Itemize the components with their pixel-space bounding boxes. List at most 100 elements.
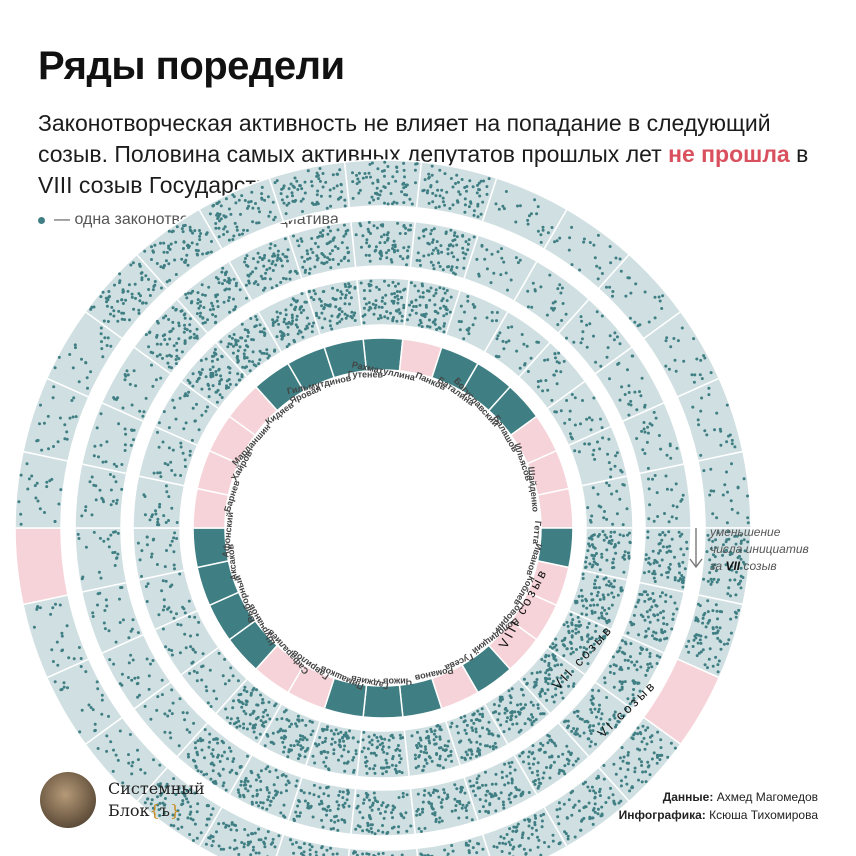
initiative-dot [167,446,171,450]
initiative-dot [432,738,436,742]
initiative-dot [495,311,499,314]
initiative-dot [261,698,265,701]
initiative-dot [57,502,61,506]
initiative-dot [603,510,606,513]
initiative-dot [626,666,630,670]
initiative-dot [495,319,498,323]
initiative-dot [200,387,204,391]
initiative-dot [605,696,609,699]
initiative-dot [272,796,275,800]
initiative-dot [183,323,186,327]
initiative-dot [172,536,176,540]
initiative-dot [447,754,450,758]
initiative-dot [583,442,587,446]
initiative-dot [605,481,609,485]
initiative-dot [280,337,284,341]
initiative-dot [536,835,539,839]
initiative-dot [592,789,596,793]
initiative-dot [49,612,53,616]
initiative-dot [478,194,482,198]
initiative-dot [584,597,588,601]
initiative-dot [157,445,161,449]
initiative-dot [251,270,255,274]
initiative-dot [391,175,395,179]
initiative-dot [254,364,258,368]
initiative-dot [329,846,333,850]
initiative-dot [711,627,715,631]
initiative-dot [452,234,456,237]
initiative-dot [438,754,442,758]
initiative-dot [367,829,371,833]
initiative-dot [324,180,328,184]
initiative-dot [263,744,267,748]
initiative-dot [84,670,88,674]
initiative-dot [147,674,151,678]
initiative-dot [284,783,288,787]
initiative-dot [539,742,543,745]
initiative-dot [337,743,341,747]
initiative-dot [272,320,276,324]
initiative-dot [192,721,196,725]
initiative-dot [267,259,271,263]
initiative-dot [659,447,663,451]
initiative-dot [188,812,192,816]
initiative-dot [612,685,616,689]
initiative-dot [171,701,175,705]
initiative-dot [640,376,644,380]
initiative-dot [570,813,574,817]
initiative-dot [553,664,557,668]
initiative-dot [318,179,322,183]
initiative-dot [626,751,630,754]
initiative-dot [570,623,574,627]
initiative-dot [213,779,217,783]
initiative-dot [513,768,517,772]
initiative-dot [270,740,274,744]
initiative-dot [692,380,696,384]
initiative-dot [208,668,212,672]
initiative-dot [467,205,471,209]
initiative-dot [699,358,703,362]
initiative-dot [227,386,231,389]
initiative-dot [175,537,179,540]
initiative-dot [103,627,107,631]
initiative-dot [235,225,239,229]
initiative-dot [182,240,186,244]
initiative-dot [243,828,247,831]
initiative-dot [287,187,291,191]
initiative-dot [180,257,184,261]
initiative-dot [196,739,200,743]
initiative-dot [214,737,218,741]
initiative-dot [514,220,518,224]
initiative-dot [378,314,382,317]
initiative-dot [630,354,634,358]
initiative-dot [254,736,258,740]
initiative-dot [504,842,508,846]
initiative-dot [598,447,602,451]
initiative-dot [286,325,290,329]
initiative-dot [208,836,212,840]
initiative-dot [172,777,176,781]
initiative-dot [121,302,125,305]
initiative-dot [169,242,173,246]
initiative-dot [328,808,332,812]
initiative-dot [190,241,194,245]
initiative-dot [221,784,225,788]
initiative-dot [320,818,324,822]
initiative-dot [254,324,258,328]
initiative-dot [698,638,702,642]
initiative-dot [376,739,380,743]
initiative-dot [618,646,622,650]
initiative-dot [214,276,218,279]
initiative-dot [162,605,166,608]
initiative-dot [274,789,277,793]
initiative-dot [582,240,586,244]
initiative-dot [665,487,669,491]
initiative-dot [164,314,168,318]
initiative-dot [422,234,426,238]
initiative-dot [654,603,658,607]
initiative-dot [258,349,262,353]
initiative-dot [185,296,189,300]
initiative-dot [32,625,36,629]
initiative-dot [198,234,202,238]
initiative-dot [298,329,301,333]
